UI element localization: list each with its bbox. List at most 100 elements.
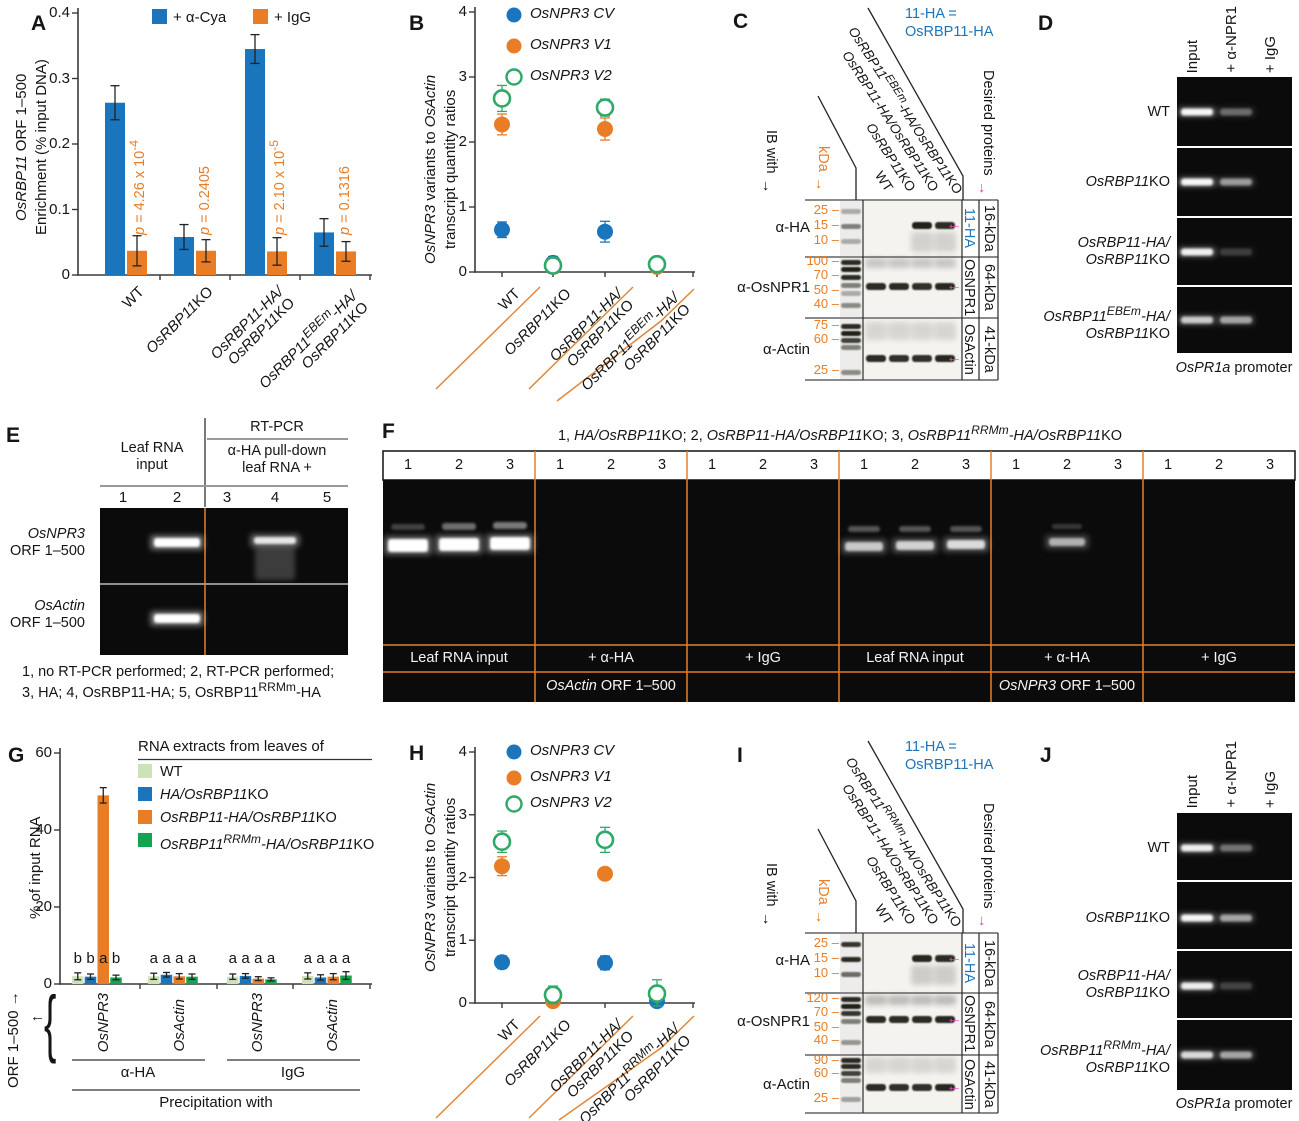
p-value-annotation: p = 0.2405 [197, 166, 213, 235]
y-tick-label: 0.1 [49, 200, 70, 218]
lane-number: 1 [707, 457, 717, 473]
panel-j-label: J [1040, 744, 1052, 767]
y-tick-label: 0.4 [49, 4, 70, 21]
desired-protein-name: OsActin [961, 1058, 977, 1110]
kda-marker: 70 – [813, 267, 839, 282]
blot-antibody-label: α-Actin [762, 341, 810, 358]
desired-protein-name: OsNPR1 [961, 258, 977, 317]
band-arrow-icon: ← [946, 277, 962, 294]
gel-row-label: OsRBP11KO [1085, 910, 1170, 926]
significance-letter: a [187, 950, 197, 967]
panel-i-desired-proteins-label: Desired proteins [980, 803, 996, 909]
panel-g-brace-icon: { [44, 981, 57, 1064]
gel-section-label: + α-HA [588, 650, 634, 666]
panel-c-desired-proteins-label: Desired proteins [980, 70, 996, 176]
kda-marker: 100 – [806, 253, 839, 268]
significance-letter: a [241, 950, 250, 967]
gel-target-label: OsNPR3 ORF 1–500 [998, 678, 1136, 694]
gel-section-label: + IgG [1201, 650, 1237, 666]
lane-number: 5 [322, 489, 332, 506]
panel-i-desired-arrow-icon: ↓ [978, 913, 986, 929]
x-tick-label: WT [118, 283, 148, 312]
y-tick-label: 0 [458, 994, 467, 1011]
gel-row-label: WT [1147, 840, 1170, 856]
panel-c-desired-arrow-icon: ↓ [978, 180, 986, 196]
significance-letter: a [175, 950, 184, 967]
legend-label: WT [160, 764, 183, 780]
kda-marker: 40 – [813, 1032, 839, 1047]
panel-i-kda-label: kDa [815, 879, 831, 905]
kda-marker: 60 – [813, 331, 839, 346]
gel-row-label: WT [1147, 104, 1170, 120]
lane-number: 1 [1011, 457, 1021, 473]
panel-i-label: I [737, 744, 743, 767]
y-tick-label: 2 [458, 133, 467, 150]
x-tick-label: WT [494, 1016, 524, 1045]
significance-letter: a [341, 950, 351, 967]
column-header: + IgG [1262, 770, 1279, 808]
desired-protein-name: OsNPR1 [961, 995, 977, 1053]
lane-number: 1 [403, 457, 413, 473]
panel-c-kda-arrow-icon: ↓ [815, 176, 823, 192]
lane-number: 3 [1113, 457, 1123, 473]
panel-c-label: C [733, 10, 749, 33]
panel-g-precipitation-label: Precipitation with [159, 1094, 273, 1111]
lane-number: 2 [606, 457, 616, 473]
significance-letter: a [266, 950, 276, 967]
panel-d-label: D [1038, 12, 1054, 35]
kda-marker: 75 – [813, 317, 839, 332]
x-category-label: OsActin [324, 999, 341, 1052]
desired-protein-name: 11-HA [961, 942, 977, 984]
significance-letter: a [228, 950, 237, 967]
column-header: Input [1184, 39, 1201, 73]
desired-protein-size: 64-kDa [981, 264, 997, 311]
y-tick-label: 60 [35, 744, 52, 761]
gel-section-label: + IgG [745, 650, 781, 666]
column-header: + α-NPR1 [1223, 741, 1240, 808]
significance-letter: a [254, 950, 263, 967]
legend-label: OsNPR3 V2 [530, 794, 612, 811]
significance-letter: a [303, 950, 312, 967]
kda-marker: 25 – [813, 935, 839, 950]
kda-marker: 120 – [806, 990, 839, 1005]
x-tick-label: OsRBP11KO [142, 283, 217, 358]
legend-label: + IgG [274, 9, 312, 26]
significance-letter: b [86, 950, 95, 967]
gel-row-label: OsRBP11KO [1085, 174, 1170, 190]
kda-marker: 10 – [813, 232, 839, 247]
significance-letter: a [149, 950, 158, 967]
kda-marker: 10 – [813, 965, 839, 980]
lane-number: 3 [809, 457, 819, 473]
band-arrow-icon: ← [946, 349, 962, 366]
panel-e-row-label-osactin: OsActin ORF 1–500 [10, 598, 85, 631]
band-arrow-icon: ← [946, 1010, 962, 1027]
lane-number: 3 [961, 457, 971, 473]
legend-label: OsNPR3 V1 [530, 768, 612, 785]
panel-e-rtpcr-header: RT-PCR [250, 419, 304, 435]
panel-d-bottom-label: OsPR1a promoter [1175, 360, 1293, 376]
y-tick-label: 20 [35, 898, 52, 915]
band-arrow-icon: ← [946, 949, 962, 966]
panel-g-label: G [8, 744, 25, 767]
significance-letter: a [99, 950, 108, 967]
y-tick-label: 0.3 [49, 69, 70, 87]
lane-number: 3 [657, 457, 667, 473]
panel-f-title: 1, HA/OsRBP11KO; 2, OsRBP11-HA/OsRBP11KO… [557, 423, 1123, 444]
y-tick-label: 3 [458, 68, 467, 85]
panel-c-ha-key: 11-HA = OsRBP11-HA [905, 6, 994, 40]
gel-section-label: Leaf RNA input [866, 650, 964, 666]
x-category-label: OsNPR3 [95, 992, 112, 1052]
band-arrow-icon: ← [946, 1078, 962, 1095]
desired-protein-size: 16-kDa [981, 939, 997, 987]
lane-number: 2 [910, 457, 920, 473]
lane-number: 2 [758, 457, 768, 473]
panel-i-ha-key: 11-HA = OsRBP11-HA [905, 739, 994, 773]
panel-e-label: E [6, 424, 21, 447]
y-tick-label: 0 [458, 263, 467, 280]
panel-b-y-axis-title: OsNPR3 variants to OsActin transcript qua… [422, 74, 459, 265]
blot-antibody-label: α-OsNPR1 [737, 279, 810, 296]
column-header: + IgG [1262, 35, 1279, 73]
legend-label: OsRBP11RRMm-HA/OsRBP11KO [160, 832, 375, 853]
gel-target-label: OsActin ORF 1–500 [546, 678, 676, 694]
